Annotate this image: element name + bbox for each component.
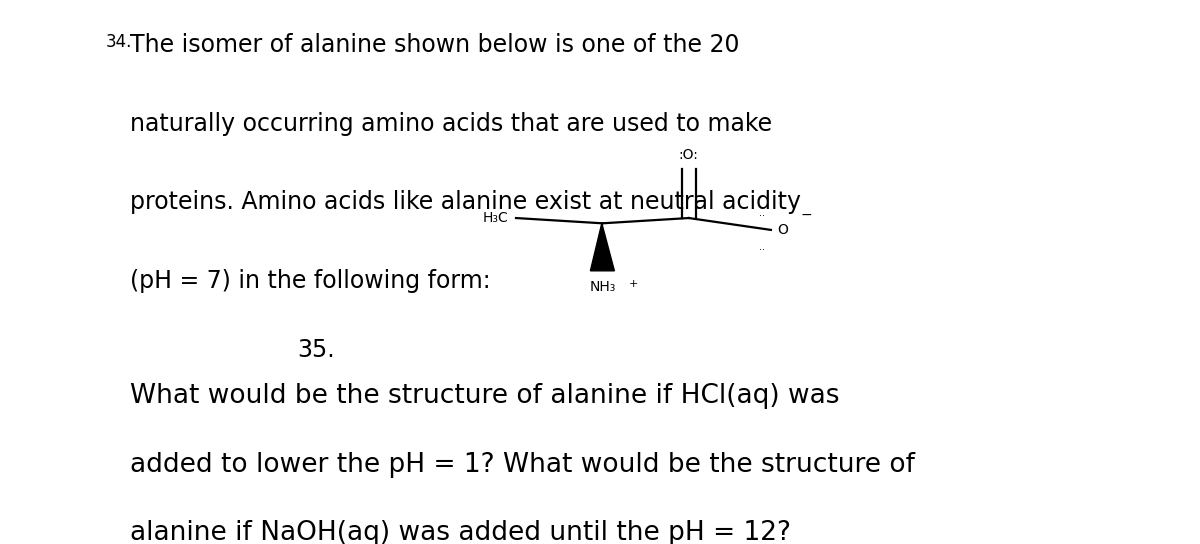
Text: ..: .. xyxy=(760,242,766,252)
Text: ..: .. xyxy=(760,208,766,218)
Text: :O:: :O: xyxy=(679,149,698,163)
Text: The isomer of alanine shown below is one of the 20: The isomer of alanine shown below is one… xyxy=(130,33,739,57)
Text: added to lower the pH = 1? What would be the structure of: added to lower the pH = 1? What would be… xyxy=(130,452,914,478)
Text: H₃C: H₃C xyxy=(484,211,509,225)
Text: O: O xyxy=(776,223,787,237)
Text: 35.: 35. xyxy=(298,337,335,362)
Text: +: + xyxy=(629,279,638,289)
Text: What would be the structure of alanine if HCl(aq) was: What would be the structure of alanine i… xyxy=(130,383,839,409)
Text: NH₃: NH₃ xyxy=(589,280,616,294)
Text: proteins. Amino acids like alanine exist at neutral acidity: proteins. Amino acids like alanine exist… xyxy=(130,190,800,214)
Text: (pH = 7) in the following form:: (pH = 7) in the following form: xyxy=(130,269,491,293)
Text: −: − xyxy=(800,208,812,222)
Text: 34.: 34. xyxy=(106,33,132,51)
Text: naturally occurring amino acids that are used to make: naturally occurring amino acids that are… xyxy=(130,112,772,135)
Polygon shape xyxy=(590,224,614,271)
Text: alanine if NaOH(aq) was added until the pH = 12?: alanine if NaOH(aq) was added until the … xyxy=(130,520,791,544)
